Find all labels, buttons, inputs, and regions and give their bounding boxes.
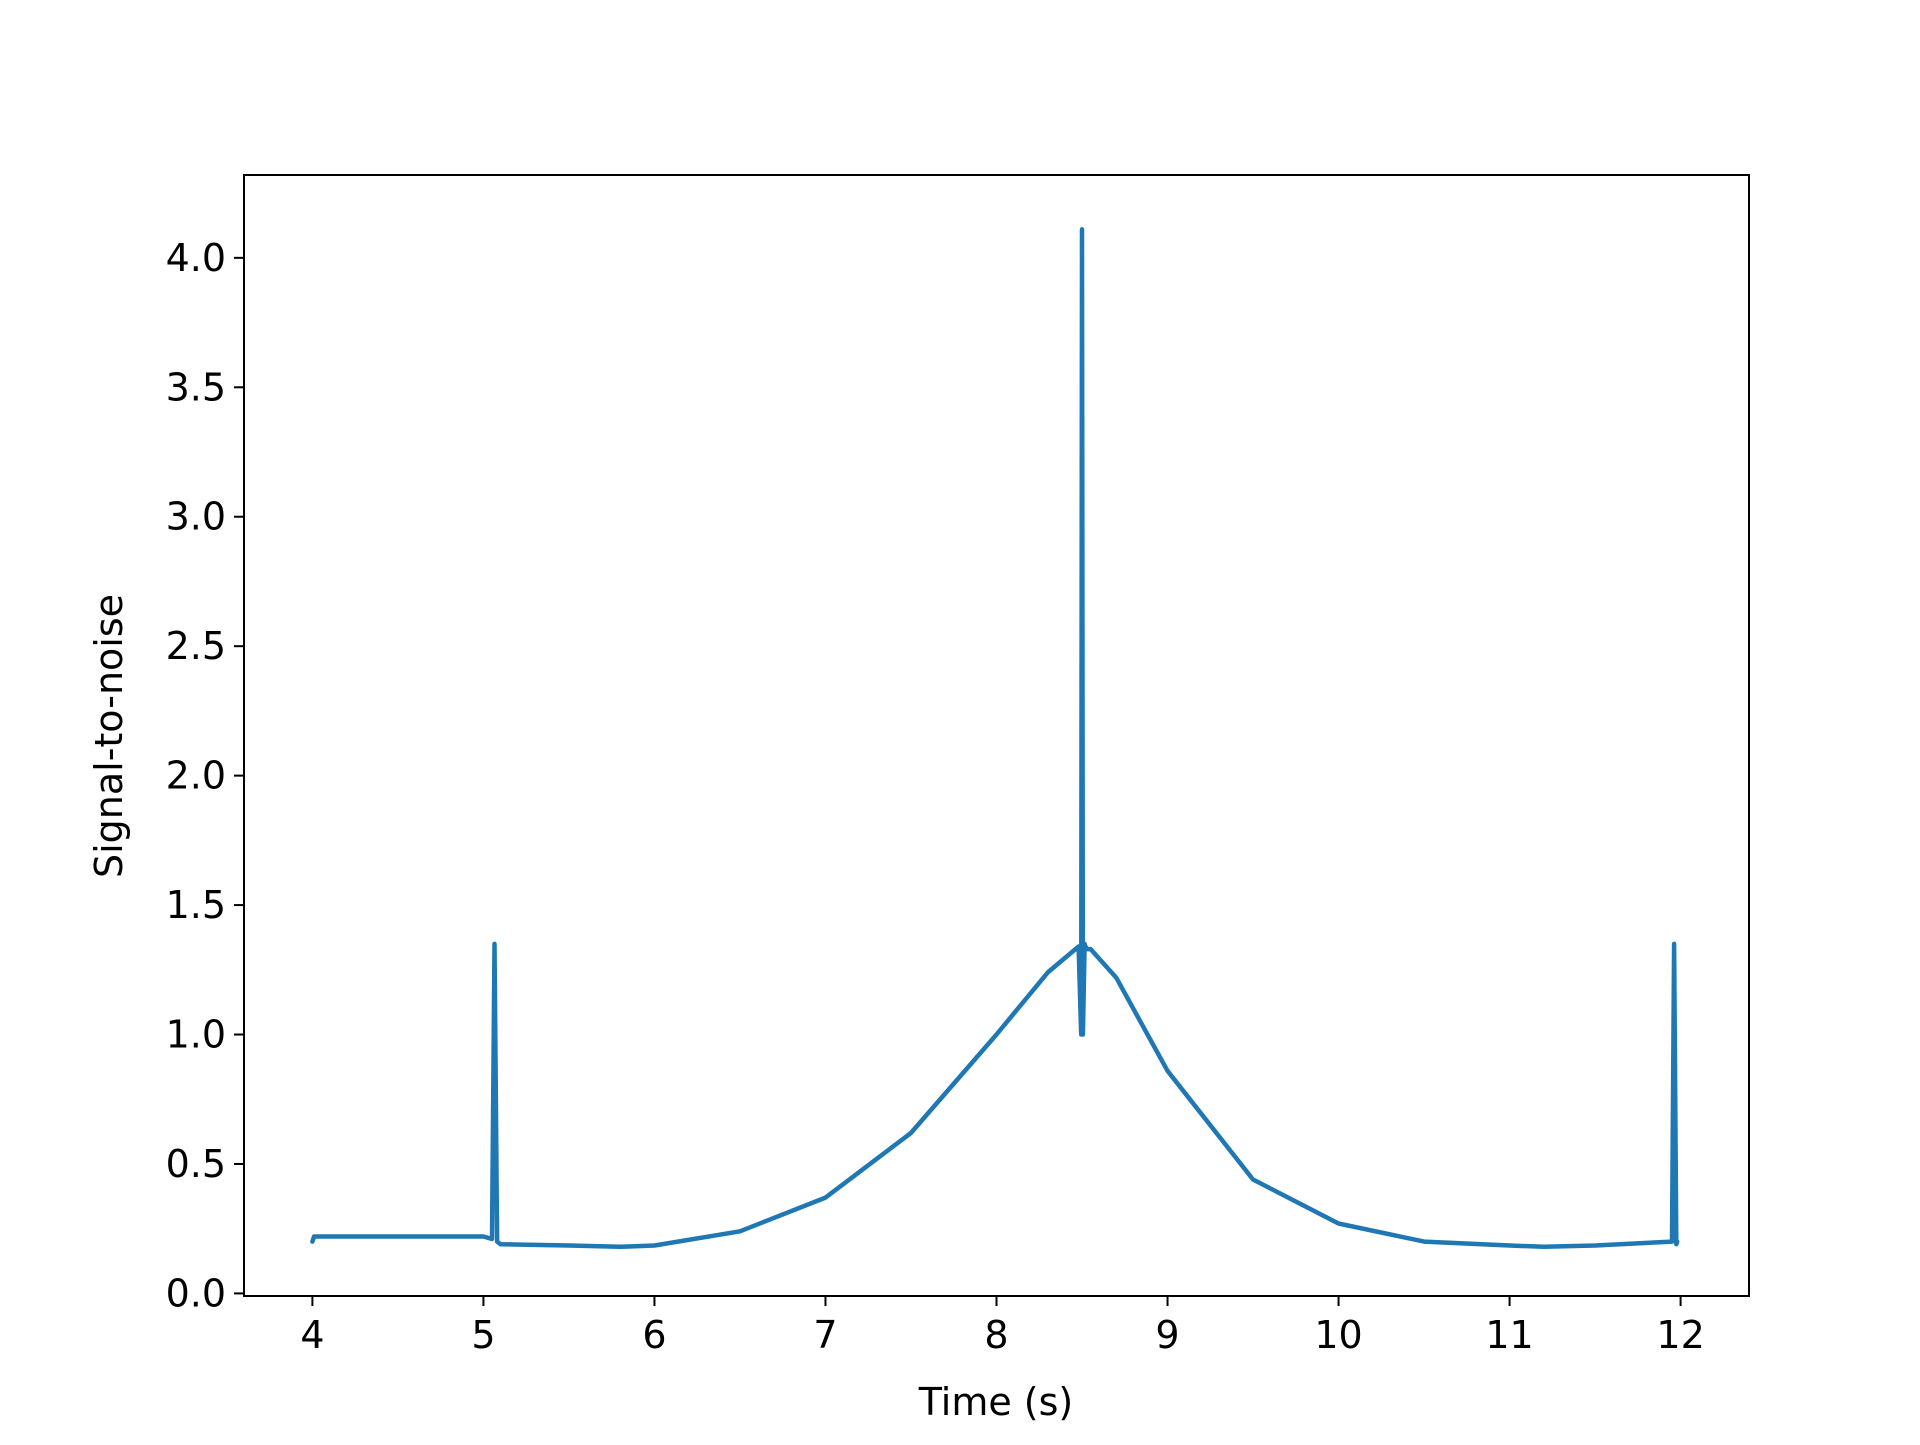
y-tick-label: 0.5 <box>166 1142 226 1186</box>
x-tick-label: 5 <box>471 1313 495 1357</box>
x-tick-label: 10 <box>1314 1313 1362 1357</box>
x-tick-label: 9 <box>1155 1313 1179 1357</box>
x-tick-label: 8 <box>984 1313 1008 1357</box>
x-tick-label: 6 <box>642 1313 666 1357</box>
y-axis-label: Signal-to-noise <box>87 594 131 878</box>
x-tick-label: 12 <box>1656 1313 1704 1357</box>
y-tick-label: 0.0 <box>166 1271 226 1315</box>
y-tick-label: 1.0 <box>166 1013 226 1057</box>
x-axis-label: Time (s) <box>918 1380 1074 1424</box>
y-tick-label: 4.0 <box>166 236 226 280</box>
y-tick-label: 3.0 <box>166 495 226 539</box>
y-tick-label: 2.5 <box>166 624 226 668</box>
y-axis: 0.0 0.5 1.0 1.5 2.0 2.5 3.0 3.5 4.0 <box>166 236 244 1315</box>
x-axis: 4 5 6 7 8 9 10 11 12 <box>300 1296 1705 1357</box>
x-tick-label: 7 <box>813 1313 837 1357</box>
y-tick-label: 1.5 <box>166 883 226 927</box>
y-tick-label: 3.5 <box>166 365 226 409</box>
x-tick-label: 4 <box>300 1313 324 1357</box>
y-tick-label: 2.0 <box>166 754 226 798</box>
plot-area-frame <box>243 174 1750 1297</box>
series-layer <box>310 227 1680 1250</box>
series-line-0 <box>310 227 1680 1250</box>
x-tick-label: 11 <box>1485 1313 1533 1357</box>
